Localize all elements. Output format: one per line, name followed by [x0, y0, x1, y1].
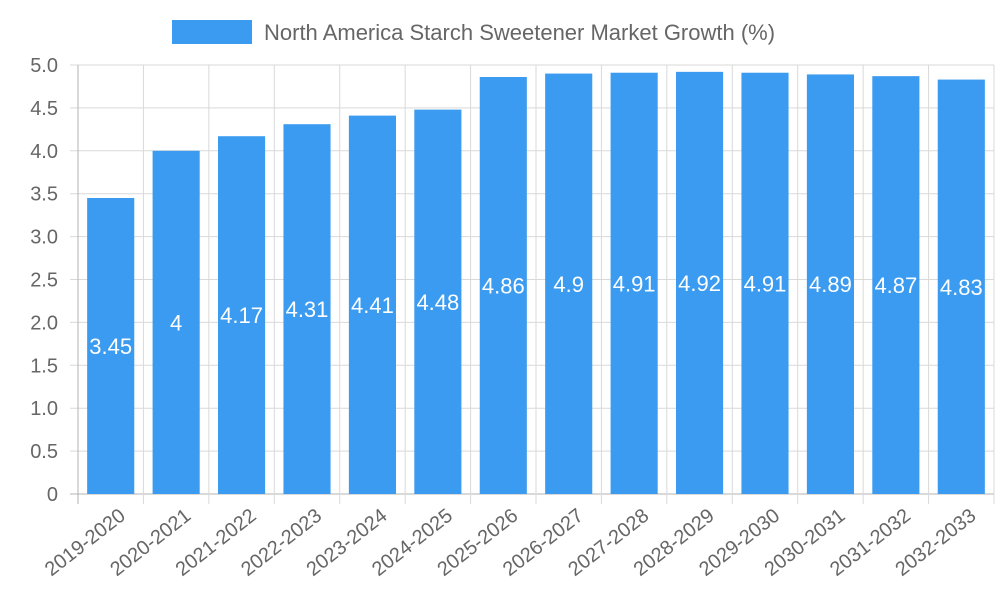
y-tick-label: 2.0	[30, 312, 58, 334]
bar-2032-2033[interactable]	[937, 79, 985, 494]
bar-2020-2021[interactable]	[152, 150, 200, 495]
chart-legend[interactable]: North America Starch Sweetener Market Gr…	[172, 20, 775, 45]
gridlines	[70, 64, 995, 504]
data-label: 4.86	[482, 274, 525, 299]
data-label: 4.83	[940, 275, 983, 300]
x-axis-ticks: 2019-20202020-20212021-20222022-20232023…	[41, 505, 980, 581]
bar-2022-2023[interactable]	[283, 124, 331, 495]
data-label: 4.91	[613, 271, 656, 296]
bar-2025-2026[interactable]	[479, 77, 527, 495]
data-label: 4.91	[744, 271, 787, 296]
y-tick-label: 0.5	[30, 441, 58, 463]
y-tick-label: 1.5	[30, 355, 58, 377]
bar-2027-2028[interactable]	[610, 72, 658, 495]
bar-2028-2029[interactable]	[676, 71, 724, 494]
legend-label[interactable]: North America Starch Sweetener Market Gr…	[264, 20, 775, 45]
data-label: 4.41	[351, 293, 394, 318]
bar-2019-2020[interactable]	[87, 197, 135, 495]
bar-2029-2030[interactable]	[741, 72, 789, 495]
y-tick-label: 4.0	[30, 141, 58, 163]
data-label: 4.89	[809, 272, 852, 297]
y-tick-label: 0	[47, 484, 58, 506]
bar-2023-2024[interactable]	[348, 115, 396, 494]
data-label: 4.9	[553, 272, 584, 297]
y-tick-label: 3.5	[30, 184, 58, 206]
data-labels: 3.45 4 4.17 4.31 4.41 4.48 4.86 4.9 4.91 4.92 4.91…	[89, 271, 982, 359]
y-tick-label: 5.0	[30, 55, 58, 77]
y-tick-label: 3.0	[30, 227, 58, 249]
data-label: 4.48	[416, 290, 459, 315]
data-label: 3.45	[89, 334, 132, 359]
data-label: 4.92	[678, 271, 721, 296]
data-label: 4.31	[286, 297, 329, 322]
bar-2030-2031[interactable]	[806, 74, 854, 495]
y-tick-label: 4.5	[30, 98, 58, 120]
bar-2026-2027[interactable]	[545, 73, 593, 494]
data-label: 4	[170, 310, 182, 335]
y-tick-label: 1.0	[30, 398, 58, 420]
bar-2021-2022[interactable]	[218, 136, 266, 495]
bars	[87, 71, 985, 495]
y-axis-ticks: 0 0.5 1.0 1.5 2.0 2.5 3.0 3.5 4.0 4.5 5.0	[30, 55, 58, 506]
data-label: 4.17	[220, 303, 263, 328]
bar-2031-2032[interactable]	[872, 76, 920, 495]
data-label: 4.87	[874, 273, 917, 298]
bar-2024-2025[interactable]	[414, 109, 462, 494]
legend-swatch[interactable]	[172, 20, 252, 44]
y-tick-label: 2.5	[30, 270, 58, 292]
